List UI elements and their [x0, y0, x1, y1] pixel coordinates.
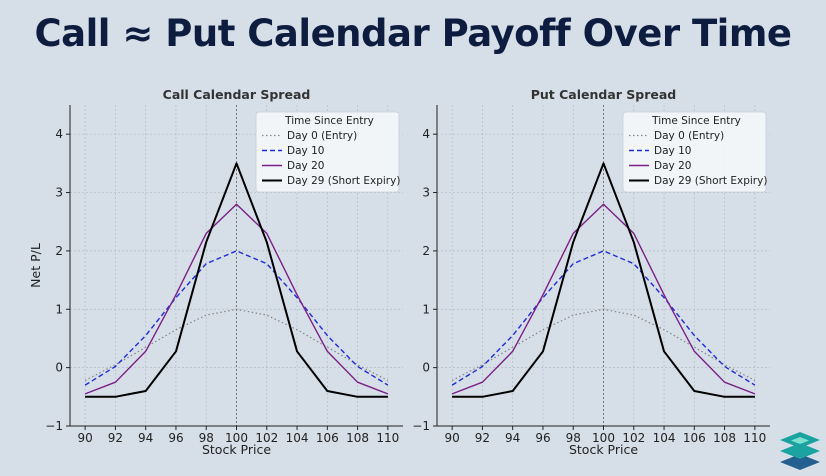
y-tick-label: 1: [422, 302, 430, 316]
y-tick-label: 0: [422, 361, 430, 375]
x-tick-label: 98: [566, 431, 581, 445]
x-tick-label: 104: [653, 431, 676, 445]
chart-1: 90 92 94 96 98 100 102 104 106 108 110 −1 0 1 2 3 4 Put C…: [412, 87, 770, 457]
legend-title: Time Since Entry: [284, 115, 374, 127]
x-tick-label: 94: [505, 431, 520, 445]
chart-title: Put Calendar Spread: [531, 87, 677, 102]
x-tick-label: 102: [622, 431, 645, 445]
legend-label: Day 0 (Entry): [287, 130, 357, 142]
series-line-2: [84, 203, 389, 395]
x-tick-label: 96: [168, 431, 183, 445]
x-axis-label: Stock Price: [202, 442, 271, 457]
x-tick-label: 100: [225, 431, 248, 445]
y-tick-label: 2: [55, 244, 63, 258]
legend-label: Day 20: [654, 160, 691, 172]
legend-label: Day 10: [287, 145, 324, 157]
x-tick-label: 104: [286, 431, 309, 445]
x-tick-label: 108: [346, 431, 369, 445]
legend-box: [255, 111, 400, 193]
x-tick-label: 90: [444, 431, 459, 445]
x-tick-label: 102: [255, 431, 278, 445]
x-axis-label: Stock Price: [569, 442, 638, 457]
series-line-1: [84, 250, 389, 386]
series-line-0: [84, 308, 389, 382]
x-tick-label: 90: [77, 431, 92, 445]
x-tick-label: 110: [743, 431, 766, 445]
y-tick-label: 4: [422, 127, 430, 141]
legend-box: [622, 111, 767, 193]
legend-label: Day 29 (Short Expiry): [287, 175, 400, 187]
x-tick-label: 92: [108, 431, 123, 445]
x-tick-label: 96: [535, 431, 550, 445]
y-tick-label: 3: [55, 186, 63, 200]
series-line-3: [452, 162, 755, 398]
y-tick-label: −1: [412, 419, 430, 433]
y-axis-label: Net P/L: [28, 243, 43, 288]
y-tick-label: 4: [55, 127, 63, 141]
series-line-2: [451, 203, 756, 395]
page-title: Call ≈ Put Calendar Payoff Over Time: [34, 12, 792, 55]
legend-label: Day 0 (Entry): [654, 130, 724, 142]
y-tick-label: −1: [45, 419, 63, 433]
series-line-0: [451, 308, 756, 382]
x-tick-label: 108: [713, 431, 736, 445]
chart-0: 90 92 94 96 98 100 102 104 106 108 110 −1 0 1 2 3 4 Call …: [28, 87, 403, 457]
x-tick-label: 94: [138, 431, 153, 445]
x-tick-label: 110: [376, 431, 399, 445]
y-tick-label: 0: [55, 361, 63, 375]
layered-stack-logo-icon: [778, 428, 822, 476]
y-tick-label: 2: [422, 244, 430, 258]
chart-title: Call Calendar Spread: [163, 87, 311, 102]
x-tick-label: 106: [683, 431, 706, 445]
legend-label: Day 20: [287, 160, 324, 172]
legend-label: Day 10: [654, 145, 691, 157]
series-line-3: [85, 162, 388, 398]
legend-label: Day 29 (Short Expiry): [654, 175, 767, 187]
x-tick-label: 106: [316, 431, 339, 445]
series-line-1: [451, 250, 756, 386]
y-tick-label: 1: [55, 302, 63, 316]
x-tick-label: 98: [199, 431, 214, 445]
x-tick-label: 100: [592, 431, 615, 445]
y-tick-label: 3: [422, 186, 430, 200]
legend-title: Time Since Entry: [651, 115, 741, 127]
x-tick-label: 92: [475, 431, 490, 445]
